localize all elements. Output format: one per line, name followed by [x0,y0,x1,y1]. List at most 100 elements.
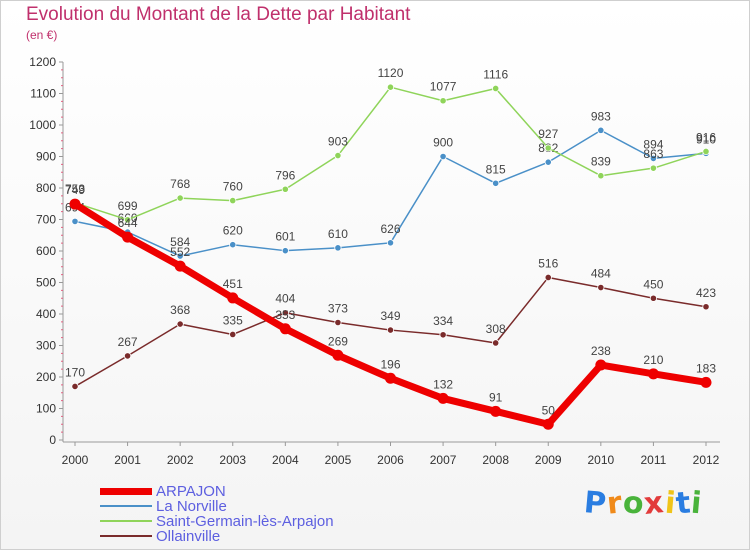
x-tick-label: 2007 [430,453,457,467]
data-label: 796 [275,168,295,182]
y-tick-label: 0 [49,433,56,447]
x-tick-label: 2000 [62,453,89,467]
data-point [122,231,134,243]
y-tick-label: 100 [36,402,56,416]
data-point [281,309,289,317]
data-label: 238 [591,344,611,358]
data-label: 196 [380,357,400,371]
data-label: 210 [643,353,663,367]
brand-letter: i [689,485,705,522]
y-tick-label: 800 [36,181,56,195]
data-point [123,216,132,224]
data-point [649,154,658,162]
data-point [334,318,342,327]
x-tick-label: 2002 [167,453,194,467]
legend-label: Ollainville [156,528,221,545]
y-tick-label: 1200 [29,55,56,69]
data-point [385,372,396,384]
data-label: 308 [486,322,506,336]
data-label: 423 [696,286,716,300]
data-label: 768 [170,177,190,191]
data-point [176,194,184,202]
data-label: 699 [118,199,138,213]
series-line [74,86,707,221]
y-tick-label: 900 [36,150,56,164]
data-label: 1077 [430,80,457,94]
data-point [597,283,605,292]
data-point [649,294,658,302]
data-point [544,273,552,282]
x-tick-label: 2005 [325,453,352,467]
data-point [334,244,342,252]
data-point [229,241,237,249]
data-point [71,217,79,225]
data-label: 91 [489,390,503,404]
data-point [279,323,291,335]
data-label: 404 [275,292,295,306]
data-point [490,405,502,417]
data-label: 451 [223,277,243,291]
data-label: 894 [643,137,663,151]
data-point [227,292,239,304]
data-point [597,126,605,134]
data-point [595,359,607,371]
x-tick-label: 2004 [272,453,299,467]
data-point [700,376,712,388]
data-label: 368 [170,303,190,317]
legend-item-ollainville: Ollainville [100,528,400,545]
y-tick-label: 1000 [29,118,56,132]
data-point [386,326,395,334]
data-label: 1116 [483,67,508,81]
data-point [386,83,395,91]
chart-title: Evolution du Montant de la Dette par Hab… [26,4,411,25]
chart-subtitle: (en €) [26,28,58,42]
data-label: 183 [696,361,716,375]
legend-swatch [100,505,152,507]
data-point [542,418,554,430]
data-label: 753 [65,182,85,196]
data-label: 516 [538,256,558,270]
data-point [229,330,237,339]
brand-logo: Proxiti [582,485,705,522]
brand-letter: P [582,485,609,522]
data-label: 903 [328,135,348,149]
data-label: 815 [486,162,506,176]
data-point [332,349,344,361]
data-point [71,382,79,391]
y-tick-label: 700 [36,213,56,227]
y-tick-label: 500 [36,276,56,290]
data-point [702,303,710,311]
x-tick-label: 2003 [219,453,246,467]
data-point [123,352,132,360]
data-label: 373 [328,302,348,316]
data-label: 267 [118,335,138,349]
data-label: 50 [542,403,556,417]
legend-label: La Norville [156,498,227,515]
data-label: 334 [433,314,453,328]
data-point [334,151,342,160]
data-point [176,252,184,260]
data-point [69,198,81,210]
data-label: 839 [591,155,611,169]
data-point [492,179,500,187]
legend-swatch [100,520,152,522]
legend-label: Saint-Germain-lès-Arpajon [156,513,334,530]
y-tick-label: 1100 [30,87,56,101]
x-tick-label: 2011 [641,453,667,467]
data-label: 450 [643,277,663,291]
legend: ARPAJON La Norville Saint-Germain-lès-Ar… [100,483,400,545]
data-label: 584 [170,235,190,249]
data-label: 983 [591,109,611,123]
legend-label: ARPAJON [156,483,226,500]
data-point [437,392,449,404]
data-label: 552 [170,245,190,259]
legend-swatch [100,487,152,495]
data-label: 626 [380,222,400,236]
data-point [281,247,289,255]
data-point [176,320,184,328]
data-point [492,339,500,347]
x-tick-label: 2008 [482,453,509,467]
data-label: 863 [643,147,663,161]
